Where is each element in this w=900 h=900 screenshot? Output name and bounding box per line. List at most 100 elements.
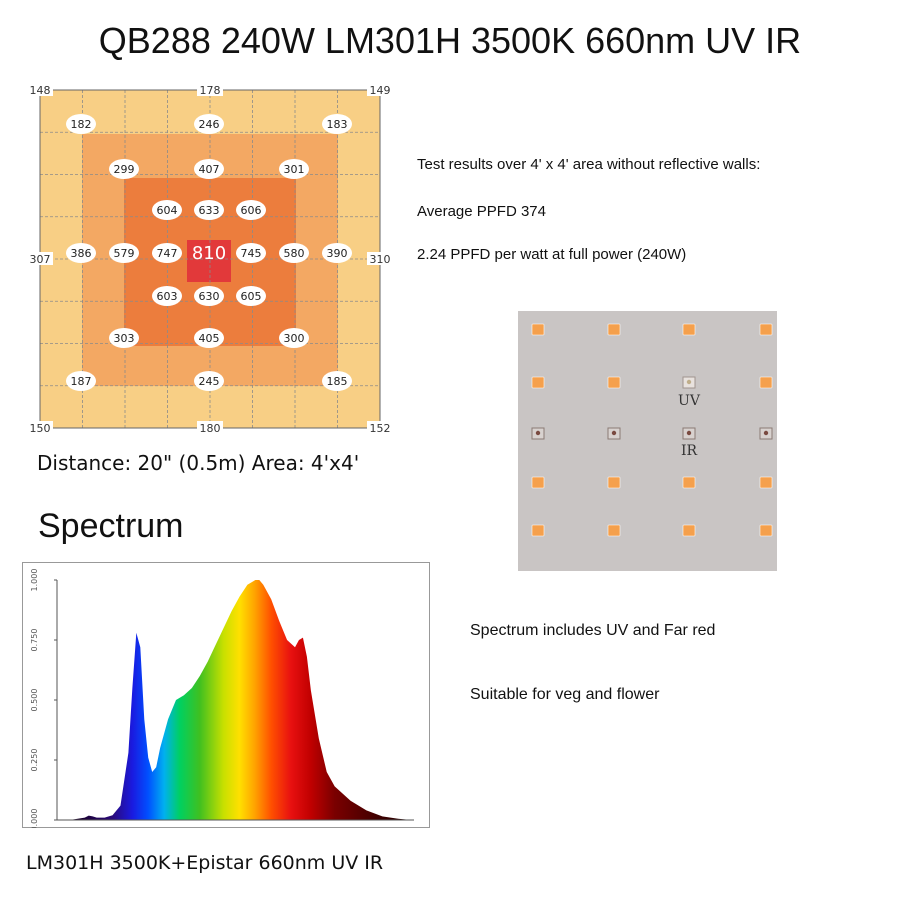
ppfd-point-bubble: [322, 371, 352, 391]
x-tick-label: 620: [262, 827, 281, 828]
ppfd-point-bubble: [109, 328, 139, 348]
ppfd-value-center: 810: [192, 243, 226, 264]
x-tick-label: 660: [293, 827, 312, 828]
x-tick-label: 380: [71, 827, 90, 828]
white-led: [608, 377, 620, 388]
distance-caption: Distance: 20" (0.5m) Area: 4'x4': [37, 451, 360, 475]
white-led-rim: [607, 376, 621, 389]
ppfd-point-bubble: [322, 243, 352, 263]
ppfd-value: 299: [114, 163, 135, 176]
white-led: [532, 477, 544, 488]
ppfd-value: 182: [71, 118, 92, 131]
heat-center: [187, 240, 231, 282]
ppfd-value: 405: [199, 332, 220, 345]
ppfd-value: 745: [241, 247, 262, 260]
white-led: [608, 525, 620, 536]
edge-label-left-mid: 307: [30, 253, 51, 266]
led-board-photo: UV IR: [518, 311, 777, 571]
ir-led-die: [611, 430, 617, 436]
white-led: [532, 525, 544, 536]
y-tick-label: 0.500: [30, 689, 39, 712]
ppfd-point-bubble: [194, 371, 224, 391]
ppfd-point-bubble: [194, 200, 224, 220]
ppfd-point-bubble: [279, 243, 309, 263]
ir-led-die: [763, 430, 769, 436]
white-led: [532, 324, 544, 335]
ppfd-point-bubble: [194, 328, 224, 348]
white-led-rim: [759, 323, 773, 336]
ppfd-point-bubble: [66, 371, 96, 391]
ppfd-value: 301: [284, 163, 305, 176]
y-tick-label: 0.000: [30, 809, 39, 828]
spectrum-caption: LM301H 3500K+Epistar 660nm UV IR: [26, 852, 384, 874]
x-tick-label: 540: [198, 827, 217, 828]
white-led-rim: [607, 323, 621, 336]
test-results-note: Test results over 4' x 4' area without r…: [417, 156, 761, 173]
edge-label-right-mid: 310: [370, 253, 391, 266]
ppfd-value: 633: [199, 204, 220, 217]
white-led: [683, 525, 695, 536]
ppfd-point-bubble: [109, 243, 139, 263]
edge-label-top-right: 149: [370, 84, 391, 97]
x-tick-label: 700: [325, 827, 344, 828]
ppfd-point-bubble: [194, 286, 224, 306]
white-led: [532, 377, 544, 388]
y-tick-label: 0.250: [30, 749, 39, 772]
edge-label-bg: [367, 421, 393, 434]
white-led: [683, 324, 695, 335]
white-led-rim: [607, 524, 621, 537]
ppfd-value: 579: [114, 247, 135, 260]
white-led-rim: [682, 323, 696, 336]
ppfd-point-bubble: [152, 200, 182, 220]
average-ppfd-note: Average PPFD 374: [417, 203, 546, 220]
white-led-rim: [531, 323, 545, 336]
white-led: [608, 324, 620, 335]
white-led-rim: [682, 524, 696, 537]
white-led: [760, 324, 772, 335]
white-led-rim: [759, 376, 773, 389]
edge-label-bg: [27, 421, 53, 434]
white-led: [760, 477, 772, 488]
ppfd-value: 604: [157, 204, 178, 217]
page-title: QB288 240W LM301H 3500K 660nm UV IR: [98, 20, 802, 61]
ppfd-point-bubble: [279, 328, 309, 348]
white-led-rim: [682, 476, 696, 489]
ppfd-value: 187: [71, 375, 92, 388]
edge-label-bottom-mid: 180: [200, 422, 221, 435]
x-tick-label: 580: [230, 827, 249, 828]
ppfd-value: 603: [157, 290, 178, 303]
ir-led-die: [535, 430, 541, 436]
edge-label-top-mid: 178: [200, 84, 221, 97]
ppfd-value: 605: [241, 290, 262, 303]
ppfd-point-bubble: [322, 114, 352, 134]
edge-label-bottom-right: 152: [370, 422, 391, 435]
ppfd-value: 386: [71, 247, 92, 260]
ppfd-point-bubble: [279, 159, 309, 179]
edge-label-bg: [27, 252, 53, 265]
white-led: [608, 477, 620, 488]
ppfd-value: 606: [241, 204, 262, 217]
ppfd-value: 630: [199, 290, 220, 303]
ir-led-die: [686, 430, 692, 436]
white-led-rim: [531, 476, 545, 489]
ppfd-value: 407: [199, 163, 220, 176]
spectrum-includes-note: Spectrum includes UV and Far red: [470, 622, 716, 639]
white-led-rim: [759, 524, 773, 537]
x-tick-label: 420: [103, 827, 122, 828]
ppfd-value: 580: [284, 247, 305, 260]
uv-led-die: [686, 379, 692, 385]
white-led-rim: [759, 476, 773, 489]
x-tick-label: 500: [166, 827, 185, 828]
white-led-rim: [607, 476, 621, 489]
edge-label-bg: [197, 83, 223, 96]
ppfd-value: 246: [199, 118, 220, 131]
ppfd-point-bubble: [194, 114, 224, 134]
edge-label-bg: [197, 421, 223, 434]
edge-label-bottom-left: 150: [30, 422, 51, 435]
ppfd-point-bubble: [66, 243, 96, 263]
y-tick-label: 0.750: [30, 629, 39, 652]
ppfd-point-bubble: [109, 159, 139, 179]
ppfd-point-bubble: [236, 286, 266, 306]
suitable-note: Suitable for veg and flower: [470, 686, 660, 703]
uv-label: UV: [678, 393, 701, 409]
